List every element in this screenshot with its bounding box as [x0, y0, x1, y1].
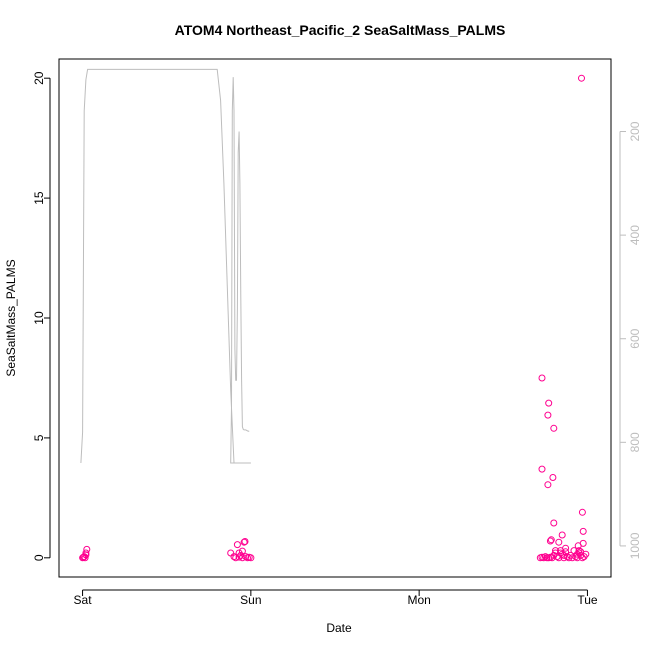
chart-title: ATOM4 Northeast_Pacific_2 SeaSaltMass_PA…: [175, 22, 506, 38]
data-point: [575, 547, 583, 555]
data-point: [541, 553, 549, 561]
data-point: [242, 553, 250, 561]
data-point: [579, 527, 587, 535]
elevation-line-layer: [80, 68, 251, 464]
data-point: [573, 550, 581, 558]
y-tick-label: 10: [32, 311, 46, 325]
y2-axis: 200 400 600 800 1000: [619, 121, 642, 559]
data-point: [578, 74, 585, 82]
y2-tick-label: 400: [628, 225, 642, 245]
data-point: [550, 519, 558, 527]
data-point: [230, 553, 238, 561]
y2-tick-label: 600: [628, 328, 642, 348]
data-point: [247, 554, 255, 562]
data-point: [238, 554, 246, 562]
data-point: [545, 399, 553, 407]
data-point: [560, 551, 568, 559]
y-axis: 0 5 10 15 20: [32, 71, 51, 561]
data-point: [546, 537, 554, 545]
data-point: [558, 531, 566, 539]
data-point: [568, 554, 576, 562]
data-point: [227, 549, 235, 557]
y-tick-label: 5: [32, 434, 46, 441]
data-point: [233, 541, 241, 549]
data-point: [562, 548, 570, 556]
data-point: [235, 553, 243, 561]
data-point: [241, 538, 249, 545]
data-point: [238, 547, 246, 555]
y2-tick-label: 800: [628, 432, 642, 452]
data-point: [538, 374, 546, 382]
data-point: [562, 544, 570, 552]
y-tick-label: 0: [32, 554, 46, 561]
x-axis-label: Date: [326, 621, 352, 635]
data-point: [578, 508, 586, 516]
x-tick-label: Sat: [74, 593, 93, 607]
y-tick-label: 20: [32, 71, 46, 85]
data-point: [544, 481, 552, 489]
data-point: [579, 539, 587, 547]
data-point: [240, 538, 248, 546]
x-tick-label: Sun: [240, 593, 261, 607]
data-point: [547, 536, 555, 544]
data-point: [538, 465, 546, 473]
point-layer: [79, 74, 590, 562]
data-point: [80, 553, 88, 561]
plot-frame: [58, 58, 612, 578]
data-point: [555, 538, 563, 546]
x-axis: Sat Sun Mon Tue: [74, 589, 598, 607]
data-point: [540, 554, 548, 562]
data-point: [552, 547, 559, 555]
y2-tick-label: 1000: [628, 532, 642, 559]
data-point: [563, 553, 571, 561]
data-point: [550, 424, 558, 432]
data-point: [83, 545, 91, 553]
data-point: [544, 411, 552, 419]
data-point: [549, 474, 557, 481]
elevation-line: [80, 68, 251, 464]
data-point: [79, 553, 87, 561]
y2-tick-label: 200: [628, 121, 642, 141]
y-axis-label: SeaSaltMass_PALMS: [4, 259, 18, 376]
y-tick-label: 15: [32, 191, 46, 205]
x-tick-label: Tue: [577, 593, 598, 607]
x-tick-label: Mon: [407, 593, 430, 607]
